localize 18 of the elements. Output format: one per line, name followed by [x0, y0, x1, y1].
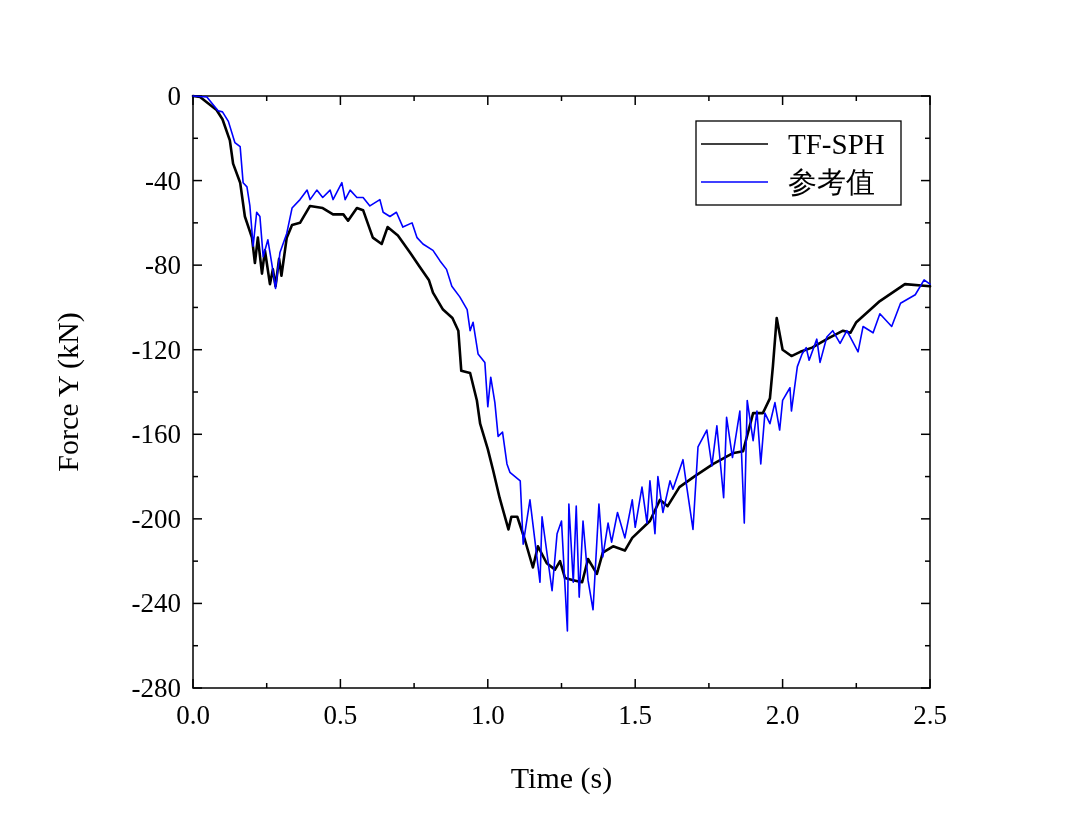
- y-tick-label: -200: [131, 503, 181, 534]
- x-tick-label: 2.0: [765, 700, 800, 730]
- x-tick-label: 2.5: [913, 700, 947, 730]
- y-tick-label: -280: [131, 673, 181, 703]
- x-tick-label: 1.0: [470, 700, 505, 730]
- y-axis-title: Force Y (kN): [51, 312, 85, 472]
- legend-label: 参考值: [788, 166, 875, 198]
- y-tick-label: -160: [131, 419, 181, 450]
- legend-label: TF-SPH: [788, 128, 885, 160]
- x-tick-label: 0.5: [323, 700, 358, 730]
- x-axis-title: Time (s): [510, 761, 613, 795]
- y-tick-label: -80: [145, 250, 181, 281]
- y-tick-label: -40: [145, 165, 181, 196]
- y-tick-label: -120: [131, 334, 181, 365]
- x-tick-label: 1.5: [618, 700, 653, 730]
- y-tick-label: 0: [167, 81, 181, 111]
- y-tick-label: -240: [131, 588, 181, 619]
- x-tick-label: 0.0: [176, 700, 210, 730]
